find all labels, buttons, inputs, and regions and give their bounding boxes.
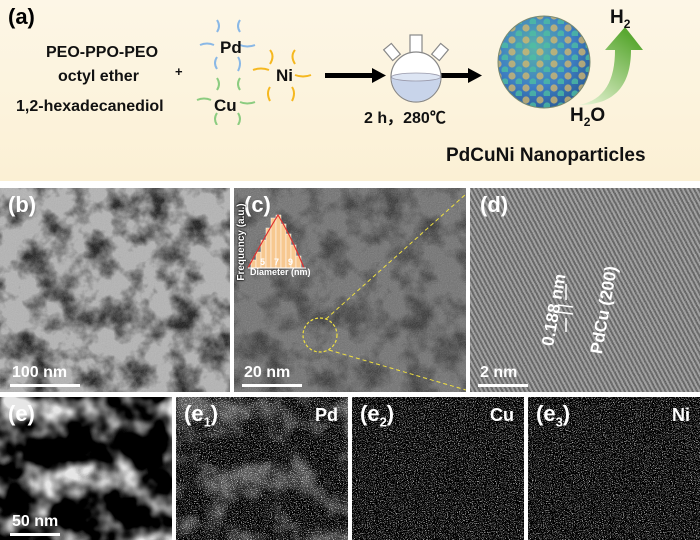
product-label: PdCuNi Nanoparticles — [446, 145, 646, 166]
reagent-peo-ppo-peo: PEO-PPO-PEO — [46, 44, 159, 61]
metal-cu: Cu — [214, 96, 237, 115]
element-label-cu: Cu — [490, 405, 514, 425]
lattice-spacing-marker — [557, 284, 574, 332]
scale-label: 2 nm — [480, 364, 518, 381]
reagent-octyl-ether: octyl ether — [58, 68, 139, 85]
reaction-arrows — [325, 68, 482, 83]
inset-x-label: Diameter (nm) — [250, 267, 311, 277]
element-label-ni: Ni — [672, 405, 690, 425]
flask-icon — [382, 34, 450, 103]
h2-evolution-arrow-icon — [579, 27, 643, 105]
panel-label-e2: (e2) — [360, 401, 395, 430]
label-text: (e — [360, 401, 380, 426]
panel-b-tem-image: (b) 100 nm — [0, 188, 230, 392]
panel-c-tem-image: (c) Frequency (a.u.) 5 7 9 Diameter (nm)… — [234, 188, 466, 392]
scale-bar — [242, 384, 302, 387]
h2o-subscript: 2 — [583, 114, 591, 129]
nanoparticle-sphere-icon — [497, 15, 591, 109]
cu-ligand-icon — [196, 77, 256, 125]
reaction-condition: 2 h，280℃ — [364, 110, 446, 127]
h2-product: H2 — [610, 7, 630, 31]
panel-e-haadf-image: (e) 50 nm — [0, 397, 172, 540]
inset-tick: 5 — [260, 257, 266, 267]
label-subscript: 3 — [555, 414, 563, 430]
inset-tick: 7 — [274, 257, 280, 267]
zoom-guide-line — [328, 349, 466, 391]
scale-label: 100 nm — [12, 364, 68, 381]
h2o-reactant: H2O — [570, 105, 605, 129]
inset-tick: 9 — [288, 257, 294, 267]
scale-label: 50 nm — [12, 513, 59, 530]
panel-d-hrtem-image: (d) 0.188 nm PdCu (200) 2 nm — [470, 188, 700, 392]
plus-sign: + — [175, 64, 183, 79]
zoom-guide-line — [325, 193, 466, 320]
panel-label-c: (c) — [244, 192, 271, 217]
panel-e2-cu-map: (e2) Cu — [352, 397, 524, 540]
zoom-region-circle — [302, 317, 338, 353]
scale-bar — [10, 533, 60, 536]
element-label-pd: Pd — [314, 405, 338, 425]
scale-label: 20 nm — [244, 364, 291, 381]
label-text: (e — [184, 401, 204, 426]
ni-ligand-icon — [252, 49, 312, 102]
scale-bar — [478, 384, 528, 387]
arrow-right-icon — [430, 68, 482, 83]
size-histogram-inset — [247, 213, 306, 269]
h2o-h: H — [570, 105, 584, 126]
panel-label-e: (e) — [8, 401, 35, 426]
panel-label-e3: (e3) — [536, 401, 571, 430]
scale-bar — [10, 384, 80, 387]
panel-e3-ni-map: (e3) Ni — [528, 397, 700, 540]
h2-subscript: 2 — [623, 16, 631, 31]
panel-e1-pd-map: (e1) Pd — [176, 397, 348, 540]
pd-ligand-icon — [199, 19, 256, 72]
label-subscript: 2 — [379, 414, 387, 430]
reagent-hexadecanediol: 1,2-hexadecanediol — [16, 98, 164, 115]
metal-ni: Ni — [276, 66, 293, 85]
h2-text: H — [610, 7, 624, 28]
metal-precursor-icons — [196, 19, 312, 125]
panel-label-e1: (e1) — [184, 401, 219, 430]
arrow-right-icon — [325, 68, 386, 83]
inset-y-label: Frequency (a.u.) — [236, 203, 247, 281]
panel-label-a: (a) — [8, 4, 35, 29]
h2o-o: O — [590, 105, 606, 126]
panel-label-b: (b) — [8, 192, 37, 217]
panel-a-synthesis-scheme: (a) PEO-PPO-PEO octyl ether + 1,2-hexade… — [0, 0, 700, 181]
label-subscript: 1 — [203, 414, 211, 430]
label-text: (e — [536, 401, 556, 426]
metal-pd: Pd — [220, 38, 242, 57]
panel-label-d: (d) — [480, 192, 509, 217]
